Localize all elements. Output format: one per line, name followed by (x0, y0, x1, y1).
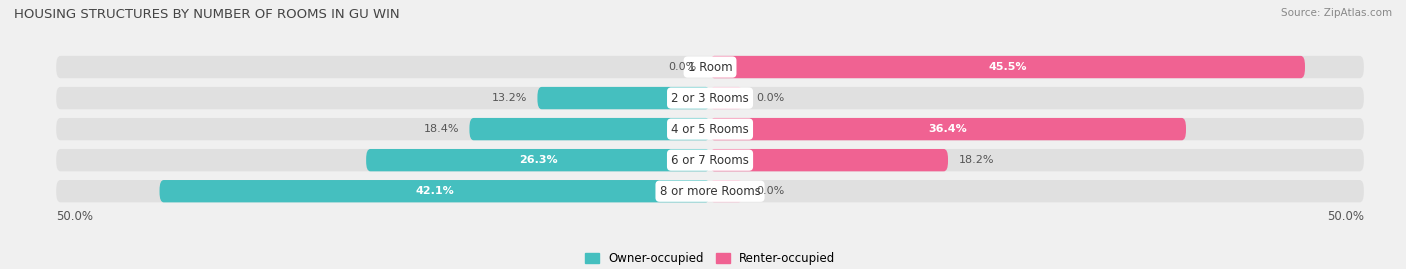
FancyBboxPatch shape (56, 87, 1364, 109)
FancyBboxPatch shape (710, 149, 948, 171)
FancyBboxPatch shape (710, 118, 1187, 140)
FancyBboxPatch shape (710, 180, 742, 202)
Text: 8 or more Rooms: 8 or more Rooms (659, 185, 761, 198)
FancyBboxPatch shape (537, 87, 710, 109)
FancyBboxPatch shape (366, 149, 710, 171)
Text: 0.0%: 0.0% (756, 93, 785, 103)
Text: 0.0%: 0.0% (756, 186, 785, 196)
Text: Source: ZipAtlas.com: Source: ZipAtlas.com (1281, 8, 1392, 18)
Text: 0.0%: 0.0% (669, 62, 697, 72)
Text: HOUSING STRUCTURES BY NUMBER OF ROOMS IN GU WIN: HOUSING STRUCTURES BY NUMBER OF ROOMS IN… (14, 8, 399, 21)
Text: 1 Room: 1 Room (688, 61, 733, 73)
Text: 6 or 7 Rooms: 6 or 7 Rooms (671, 154, 749, 167)
FancyBboxPatch shape (159, 180, 710, 202)
FancyBboxPatch shape (56, 149, 1364, 171)
FancyBboxPatch shape (710, 87, 742, 109)
FancyBboxPatch shape (56, 180, 1364, 202)
Text: 26.3%: 26.3% (519, 155, 557, 165)
Text: 45.5%: 45.5% (988, 62, 1026, 72)
Text: 50.0%: 50.0% (1327, 210, 1364, 223)
Text: 13.2%: 13.2% (492, 93, 527, 103)
Text: 2 or 3 Rooms: 2 or 3 Rooms (671, 91, 749, 105)
FancyBboxPatch shape (56, 56, 1364, 78)
Text: 18.4%: 18.4% (423, 124, 458, 134)
Text: 50.0%: 50.0% (56, 210, 93, 223)
Text: 18.2%: 18.2% (959, 155, 994, 165)
FancyBboxPatch shape (56, 118, 1364, 140)
Legend: Owner-occupied, Renter-occupied: Owner-occupied, Renter-occupied (585, 252, 835, 265)
Text: 36.4%: 36.4% (928, 124, 967, 134)
FancyBboxPatch shape (710, 56, 1305, 78)
Text: 42.1%: 42.1% (415, 186, 454, 196)
Text: 4 or 5 Rooms: 4 or 5 Rooms (671, 123, 749, 136)
FancyBboxPatch shape (470, 118, 710, 140)
